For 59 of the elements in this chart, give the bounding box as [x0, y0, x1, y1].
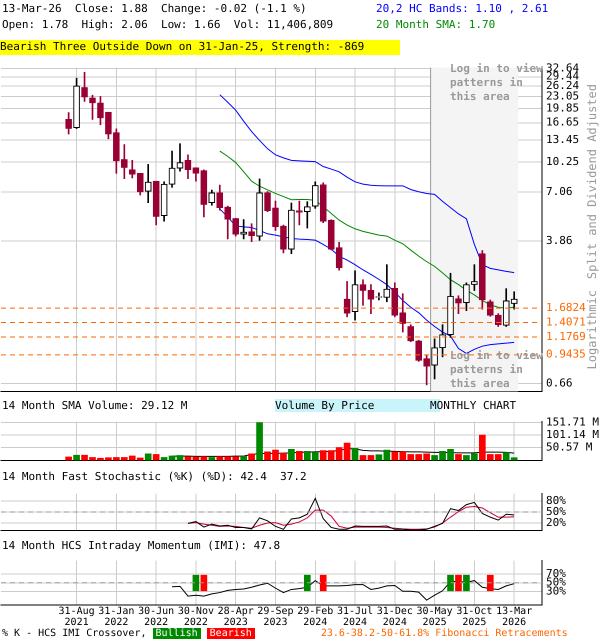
- y-tick-label: 3.86: [546, 234, 572, 247]
- bar: [455, 454, 462, 460]
- y-tick-label: 19.85: [546, 102, 580, 115]
- chart-title: 14 Month HCS Intraday Momentum (IMI): 47.8: [2, 539, 280, 552]
- text: % K - HCS IMI Crossover,: [2, 628, 146, 639]
- x-tick-label: 29-Sep 2023: [257, 606, 294, 628]
- bar: [296, 451, 303, 460]
- chart-title: 14 Month Fast Stochastic (%K) (%D): 42.4 37.2: [2, 470, 307, 483]
- text: 23.6-38.2-50-61.8% Fibonacci Retracements: [320, 628, 568, 639]
- y-tick-label: 50%: [546, 504, 566, 518]
- ref-line-label: 1.4071: [546, 315, 586, 328]
- text: MONTHLY CHART: [430, 399, 516, 412]
- x-tick-label: 31-Aug 2021: [58, 606, 95, 628]
- text: 13-Mar-26 Close: 1.88 Change: -0.02 (-1.1 %): [2, 2, 307, 15]
- y-tick-label: 20%: [546, 516, 566, 529]
- text: 20,2 HC Bands: 1.10 , 2.61: [376, 2, 548, 15]
- y-tick-label: 0.66: [546, 376, 572, 390]
- y-axis-title: Split and Dividend Adjusted: [585, 84, 599, 280]
- x-tick-label: 31-Oct 2025: [456, 606, 492, 628]
- y-tick-label: 13.45: [546, 132, 580, 146]
- text: Open: 1.78 High: 2.06 Low: 1.66 Vol: 11,406,809: [2, 18, 334, 31]
- text: Bearish: [206, 628, 255, 639]
- y-tick-label: 151.71 M: [546, 415, 600, 428]
- x-tick-label: 31-Dec 2024: [376, 606, 413, 628]
- ref-line-label: 1.6824: [546, 300, 586, 314]
- annotation: Log in to view patterns in this area: [450, 62, 544, 104]
- chart-title: 14 Month SMA Volume: 29.12 M: [2, 399, 188, 412]
- x-tick-label: 13-Mar 2026: [496, 606, 532, 628]
- bar: [256, 422, 263, 460]
- x-tick-label: 30-May 2025: [416, 606, 453, 628]
- y-tick-label: 7.06: [546, 185, 572, 198]
- x-tick-label: 28-Apr 2023: [218, 606, 254, 628]
- candlestick: [176, 143, 184, 172]
- y-tick-label: 80%: [546, 494, 566, 507]
- y-tick-label: 16.65: [546, 116, 580, 129]
- y-tick-label: 23.05: [546, 89, 580, 102]
- bar: [144, 454, 152, 460]
- ref-line-label: 0.9435: [546, 348, 586, 361]
- text: Logarithmic: [585, 290, 599, 370]
- candlestick: [89, 94, 96, 120]
- bar: [240, 456, 247, 460]
- chart-subtitle: Bearish Three Outside Down on 31-Jan-25, Strength: -869: [0, 40, 400, 55]
- x-tick-label: 29-Feb 2024: [297, 606, 334, 628]
- x-tick-label: 30-Jun 2022: [138, 606, 174, 628]
- y-tick-label: 50.57 M: [546, 440, 593, 454]
- bar: [352, 448, 358, 460]
- y-tick-label: 101.14 M: [546, 428, 600, 441]
- x-tick-label: 31-Jul 2024: [336, 606, 374, 628]
- bar: [248, 454, 255, 460]
- text: 20 Month SMA: 1.70: [376, 18, 496, 31]
- ref-line-label: 1.1769: [546, 330, 586, 343]
- text: Volume By Price: [275, 399, 374, 412]
- bar: [152, 454, 160, 460]
- x-tick-label: 31-Jan 2022: [98, 606, 134, 628]
- text: Bullish: [152, 628, 201, 639]
- y-tick-label: 26.24: [546, 78, 580, 92]
- y-tick-label: 10.25: [546, 154, 580, 168]
- bar: [288, 449, 295, 460]
- x-tick-label: 30-Nov 2022: [178, 606, 214, 628]
